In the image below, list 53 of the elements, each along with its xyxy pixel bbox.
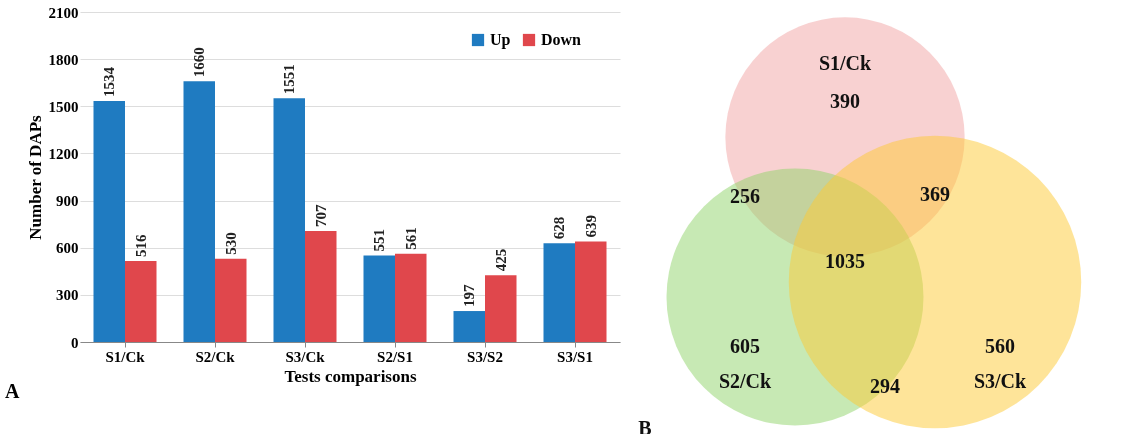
data-label: 1551 [281, 64, 298, 95]
y-tick-label: 0 [71, 334, 79, 351]
y-axis-title: Number of DAPs [25, 114, 45, 240]
bar [363, 255, 395, 342]
bar [273, 98, 305, 342]
text: 294 [870, 375, 900, 397]
category-label: S1/Ck [818, 52, 872, 74]
legend-label: Up [490, 31, 511, 49]
y-tick-label: 300 [56, 287, 79, 304]
legend-label: Down [541, 31, 582, 48]
y-tick-label: 1500 [48, 98, 79, 115]
data-label: 560 [985, 335, 1015, 357]
bar [215, 258, 247, 342]
x-tick-label: S2/Ck [195, 348, 236, 365]
data-label: 605 [730, 335, 760, 357]
data-label: 1534 [101, 66, 118, 97]
data-label: 425 [492, 248, 509, 272]
y-tick-label: 2100 [48, 4, 79, 21]
x-tick-label: S3/S2 [467, 348, 503, 365]
data-label: 197 [461, 284, 478, 308]
bar [305, 230, 337, 342]
data-label: 1660 [191, 47, 208, 78]
y-tick-label: 600 [56, 240, 79, 257]
bar [453, 311, 485, 342]
category-label: S3/Ck [973, 370, 1027, 392]
bar [125, 260, 157, 342]
bar [93, 100, 125, 342]
bar [575, 241, 607, 342]
data-label: 561 [402, 227, 419, 250]
x-axis-title: Tests comparisons [284, 366, 417, 386]
x-tick-label: S2/S1 [377, 348, 413, 365]
data-label: 707 [312, 203, 329, 227]
x-tick-label: S1/Ck [105, 348, 146, 365]
bar [183, 81, 215, 342]
data-label: 628 [551, 216, 568, 240]
text: 369 [920, 183, 950, 205]
bar [485, 275, 517, 342]
data-label: 390 [830, 90, 860, 112]
text: A [5, 380, 20, 402]
y-tick-label: 900 [56, 193, 79, 210]
bar [395, 253, 427, 342]
text: 256 [730, 185, 760, 207]
text: 1035 [825, 250, 865, 272]
data-label: 516 [132, 233, 149, 257]
data-label: 551 [371, 228, 388, 252]
data-label: 639 [582, 215, 599, 238]
data-label: 530 [222, 232, 239, 255]
x-tick-label: S3/S1 [557, 348, 593, 365]
y-tick-label: 1200 [48, 145, 79, 162]
x-tick-label: S3/Ck [285, 348, 326, 365]
category-label: S2/Ck [718, 370, 772, 392]
y-tick-label: 1800 [48, 51, 79, 68]
bar [543, 243, 575, 342]
